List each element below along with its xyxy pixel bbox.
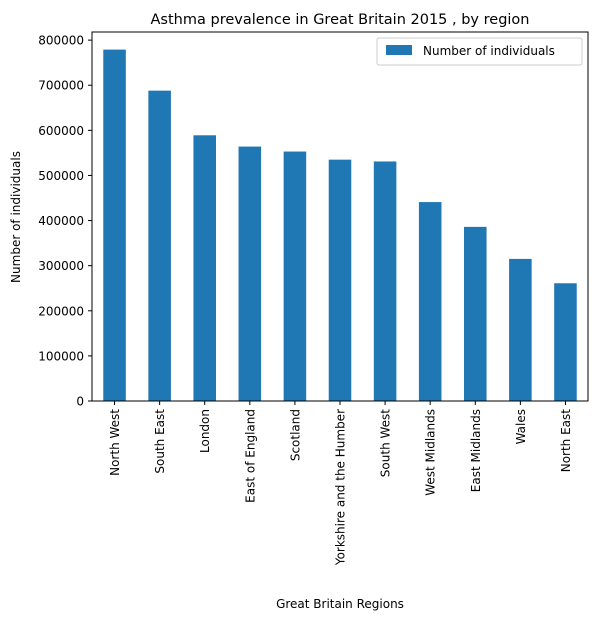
bar-south-west	[373, 161, 397, 401]
x-tick-label: North East	[559, 409, 573, 473]
x-tick-label: West Midlands	[424, 409, 438, 496]
bar-west-midlands	[418, 202, 442, 401]
x-tick-label: Scotland	[288, 409, 302, 461]
bars-group	[103, 49, 577, 402]
plot-frame	[91, 31, 589, 402]
plot-area: 0 100000 200000 300000 400000 500000 600000 700…	[38, 31, 589, 566]
y-tick-label: 600000	[38, 124, 84, 138]
y-tick-label: 500000	[38, 169, 84, 183]
y-axis: 0 100000 200000 300000 400000 500000 600000 700…	[38, 34, 92, 409]
bar-north-east	[554, 283, 577, 401]
y-tick-label: 200000	[38, 304, 84, 318]
x-tick-label: London	[198, 409, 212, 453]
y-tick-label: 800000	[38, 34, 84, 48]
x-tick-label: East Midlands	[469, 409, 483, 492]
x-axis: North West South East London East of Englan…	[108, 401, 573, 566]
y-tick-label: 0	[76, 395, 84, 409]
y-tick-label: 100000	[38, 349, 84, 363]
bar-wales	[509, 258, 532, 401]
x-tick-label: Yorkshire and the Humber	[334, 409, 348, 566]
x-tick-label: South East	[153, 409, 167, 474]
y-tick-label: 700000	[38, 79, 84, 93]
bar-north-west	[103, 49, 126, 402]
legend: Number of individuals	[376, 37, 583, 66]
x-axis-label: Great Britain Regions	[276, 597, 404, 611]
x-tick-label: East of England	[243, 409, 257, 503]
y-tick-label: 300000	[38, 259, 84, 273]
legend-label: Number of individuals	[423, 44, 555, 58]
legend-swatch	[386, 45, 412, 55]
x-tick-label: Wales	[514, 409, 528, 444]
bar-east-midlands	[464, 226, 487, 401]
bar-yorkshire-and-the-humber	[328, 159, 352, 401]
x-tick-label: North West	[108, 409, 122, 476]
y-axis-label: Number of individuals	[9, 151, 23, 283]
bar-scotland	[283, 151, 307, 401]
bar-london	[193, 135, 216, 402]
legend-frame	[376, 37, 583, 66]
bar-south-east	[148, 90, 171, 401]
y-tick-label: 400000	[38, 214, 84, 228]
bar-east-of-england	[238, 146, 262, 401]
x-tick-label: South West	[379, 409, 393, 477]
chart-title: Asthma prevalence in Great Britain 2015 …	[151, 12, 530, 28]
